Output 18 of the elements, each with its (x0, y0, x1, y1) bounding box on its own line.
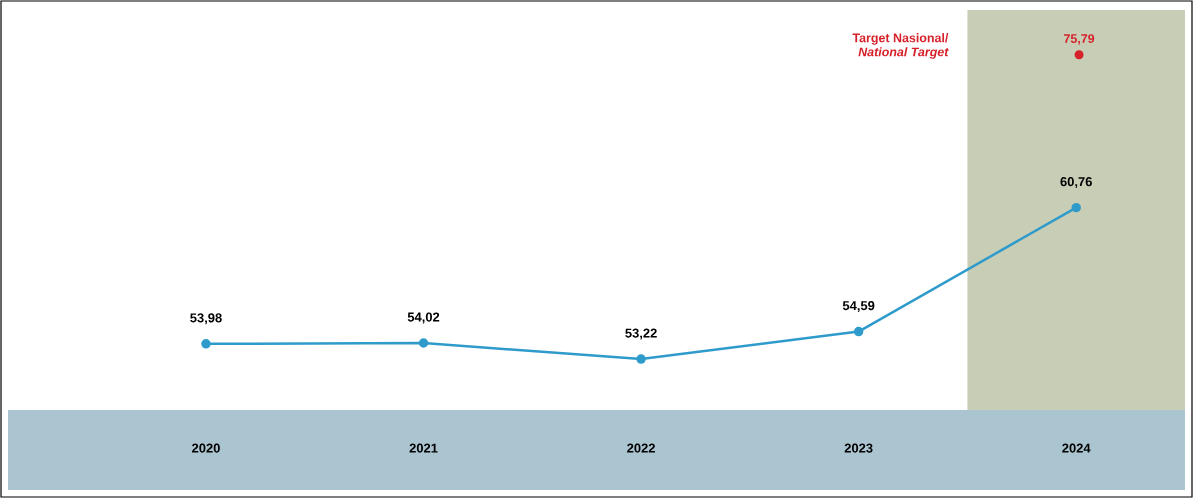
point (636, 354, 646, 364)
text: Target Nasional/ (852, 33, 949, 45)
x-tick-label: 2023 (844, 443, 873, 453)
point (1071, 202, 1081, 213)
point (418, 338, 429, 348)
data-label: 54,59 (842, 301, 875, 313)
x-tick-label: 2024 (1062, 443, 1091, 453)
point (201, 339, 211, 349)
data-label: 54,02 (407, 312, 440, 324)
data-label: 60,76 (1060, 177, 1092, 189)
data-label: 53,22 (625, 328, 657, 340)
data-label: 53,98 (190, 313, 222, 325)
x-tick-label: 2021 (409, 443, 438, 453)
point (853, 326, 864, 337)
x-tick-label: 2020 (192, 443, 220, 453)
text: National Target (858, 47, 949, 59)
text: 75,79 (1064, 34, 1095, 45)
x-tick-label: 2022 (627, 443, 655, 453)
